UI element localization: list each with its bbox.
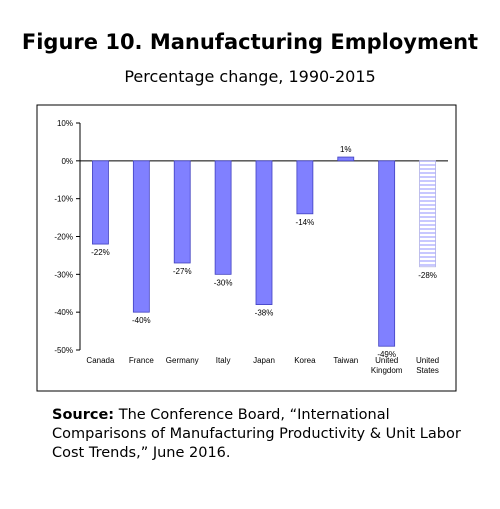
category-label: Korea <box>294 356 316 365</box>
category-label: Kingdom <box>371 366 403 375</box>
y-tick-label: -50% <box>54 346 73 355</box>
category-label: States <box>416 366 439 375</box>
data-label: -49% <box>377 350 396 359</box>
data-label: -38% <box>255 309 274 318</box>
y-tick-label: -20% <box>54 233 73 242</box>
category-label: Canada <box>86 356 115 365</box>
source-text: The Conference Board, “International Com… <box>52 407 461 461</box>
data-label: -27% <box>173 267 192 276</box>
data-label: -40% <box>132 316 151 325</box>
category-label: Taiwan <box>333 356 358 365</box>
bar-united-states <box>419 160 436 268</box>
bar-france <box>132 160 150 313</box>
bar-taiwan <box>337 156 355 162</box>
bar-italy <box>214 160 232 275</box>
y-tick-label: -10% <box>54 195 73 204</box>
bar-germany <box>173 160 191 264</box>
bar-united-kingdom <box>378 160 396 347</box>
y-tick-label: 0% <box>61 157 73 166</box>
data-label: -28% <box>418 271 437 280</box>
chart-title: Figure 10. Manufacturing Employment <box>21 30 479 54</box>
data-label: -30% <box>214 278 233 287</box>
y-tick-label: -30% <box>54 270 73 279</box>
data-label: -14% <box>296 218 315 227</box>
y-tick-label: 10% <box>57 119 73 128</box>
y-tick-label: -40% <box>54 308 73 317</box>
category-label: Japan <box>253 356 275 365</box>
source-note: Source: The Conference Board, “Internati… <box>52 406 472 463</box>
bar-korea <box>296 160 314 215</box>
source-label: Source: <box>52 407 115 423</box>
category-label: Germany <box>166 356 199 365</box>
category-label: United <box>416 356 439 365</box>
category-label: Italy <box>216 356 231 365</box>
chart-subtitle: Percentage change, 1990-2015 <box>124 67 376 86</box>
category-label: United <box>375 356 398 365</box>
data-label: 1% <box>340 145 352 154</box>
data-label: -22% <box>91 248 110 257</box>
bar-canada <box>92 160 109 245</box>
category-label: France <box>129 356 154 365</box>
bar-japan <box>255 160 273 305</box>
